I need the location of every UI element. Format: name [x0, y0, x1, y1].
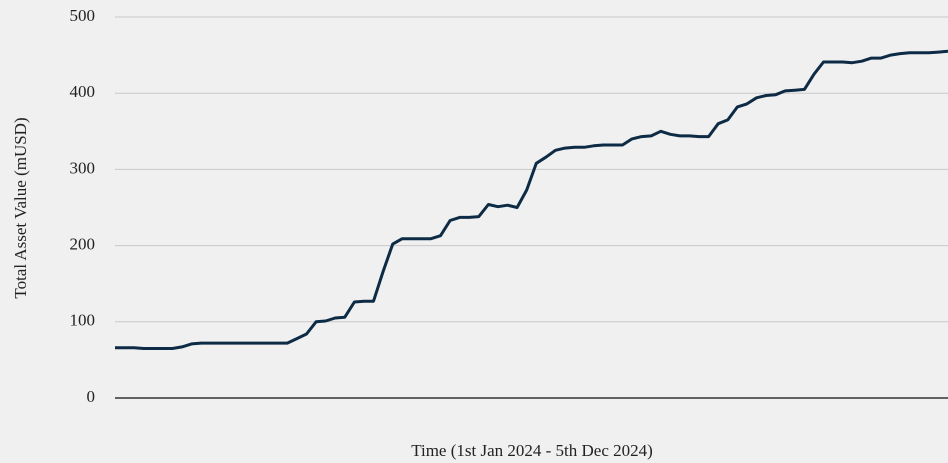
y-tick-label: 500 [70, 6, 96, 25]
data-line [115, 49, 948, 350]
y-tick-label: 300 [70, 158, 96, 177]
y-tick-label: 100 [70, 311, 96, 330]
y-tick-label: 200 [70, 235, 96, 254]
y-tick-label: 400 [70, 82, 96, 101]
y-axis-label: Total Asset Value (mUSD) [11, 117, 30, 298]
x-axis-label: Time (1st Jan 2024 - 5th Dec 2024) [411, 441, 653, 460]
y-tick-label: 0 [87, 387, 96, 406]
